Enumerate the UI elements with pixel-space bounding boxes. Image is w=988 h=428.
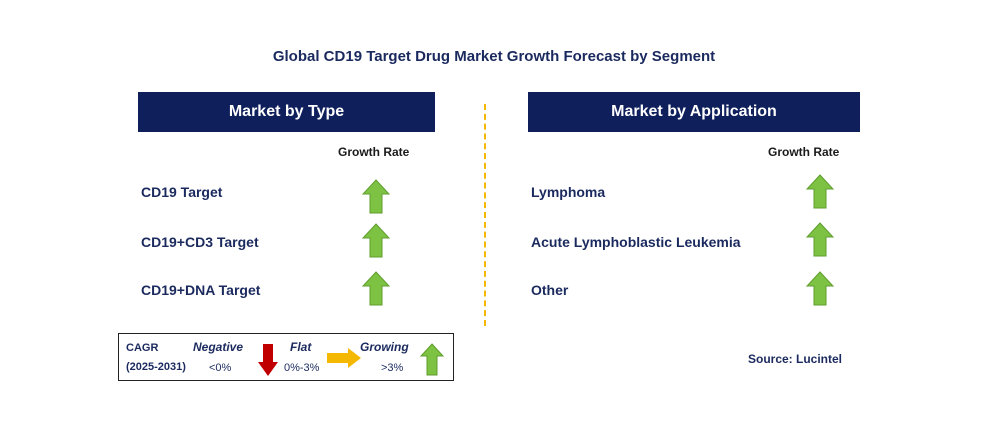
panel-divider <box>484 104 486 326</box>
legend-negative-label: Negative <box>193 340 244 354</box>
growing-arrow-icon <box>806 271 834 306</box>
cagr-legend: CAGR (2025-2031) Negative <0% Flat 0%-3%… <box>118 333 454 381</box>
growing-arrow-icon <box>420 343 444 376</box>
type-row-label: CD19+CD3 Target <box>141 234 259 250</box>
type-row-label: CD19 Target <box>141 184 223 200</box>
type-row-label: CD19+DNA Target <box>141 282 261 298</box>
chart-title: Global CD19 Target Drug Market Growth Fo… <box>272 48 716 65</box>
application-row-label: Lymphoma <box>531 184 606 200</box>
application-row-label: Acute Lymphoblastic Leukemia <box>531 234 741 250</box>
legend-flat-label: Flat <box>290 340 312 354</box>
source-note: Source: Lucintel <box>748 352 843 366</box>
application-panel-header: Market by Application <box>528 92 860 132</box>
growing-arrow-icon <box>362 223 390 258</box>
legend-period: (2025-2031) <box>126 361 186 373</box>
negative-arrow-icon <box>258 344 278 376</box>
legend-flat-range: 0%-3% <box>284 362 320 374</box>
application-growth-rate-label: Growth Rate <box>768 145 840 159</box>
type-panel-header: Market by Type <box>138 92 435 132</box>
type-growth-rate-label: Growth Rate <box>338 145 410 159</box>
growing-arrow-icon <box>806 174 834 209</box>
legend-growing-label: Growing <box>360 340 409 354</box>
growing-arrow-icon <box>806 222 834 257</box>
legend-cagr-label: CAGR <box>126 342 159 354</box>
legend-negative-range: <0% <box>209 362 232 374</box>
application-row-label: Other <box>531 282 569 298</box>
legend-growing-range: >3% <box>381 362 404 374</box>
growing-arrow-icon <box>362 271 390 306</box>
flat-arrow-icon <box>327 348 361 368</box>
growing-arrow-icon <box>362 179 390 214</box>
